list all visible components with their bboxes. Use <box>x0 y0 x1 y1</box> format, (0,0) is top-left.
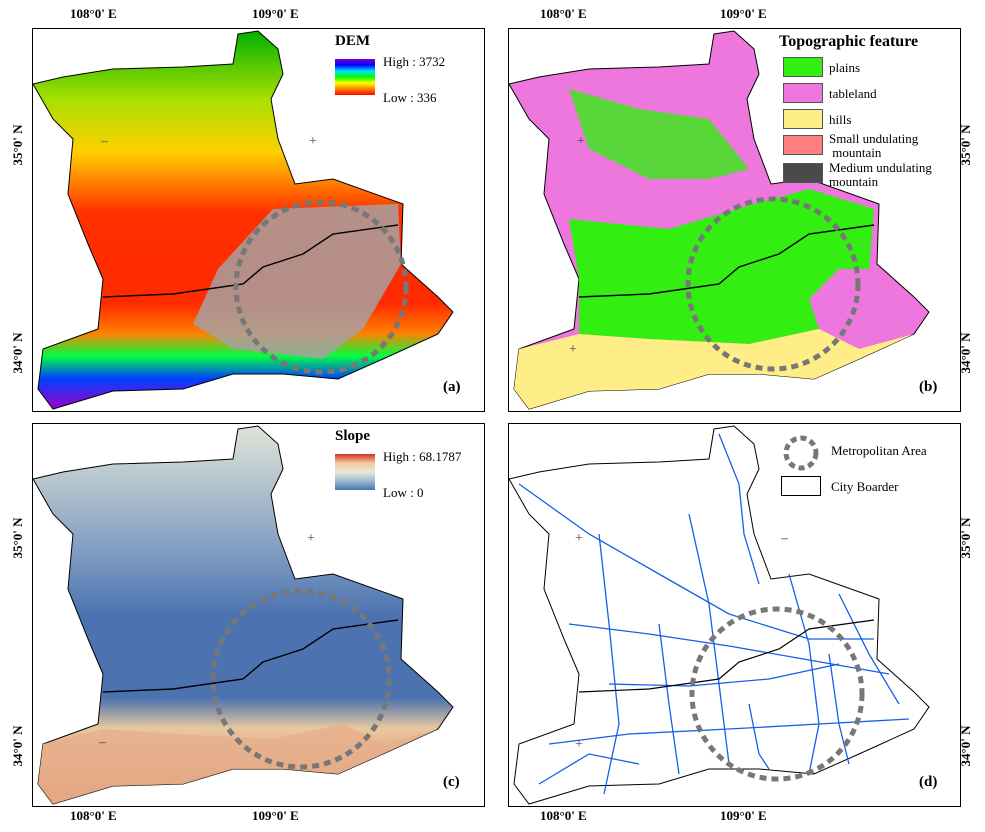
panel-label-c: (c) <box>443 774 460 790</box>
metropolitan-circle <box>689 606 865 782</box>
left-lat-label-c2: 34°0' N <box>10 725 25 767</box>
panel-label-d: (d) <box>919 774 938 790</box>
graticule-cross: + <box>575 531 583 546</box>
legend-label-plains: plains <box>829 60 861 75</box>
panel-label-b: (b) <box>919 379 938 395</box>
top-lon-label-a2: 109°0' E <box>252 6 299 21</box>
slope-map: + – <box>33 425 454 805</box>
legend-swatch-small-mountain <box>783 135 823 155</box>
legend-metro-symbol <box>783 435 819 471</box>
slope-high-label: High : 68.1787 <box>383 449 462 464</box>
panel-label-a: (a) <box>443 379 461 395</box>
bottom-lon-label-d1: 108°0' E <box>540 808 587 823</box>
plains-area <box>569 189 874 344</box>
legend-swatch-medium-mountain <box>783 163 823 183</box>
city-border-line <box>578 224 875 298</box>
region-shape <box>509 425 930 805</box>
panel-rivers: + – + Metropolitan Area City Boarder (d) <box>508 423 961 807</box>
graticule-cross: – <box>98 735 107 750</box>
slope-low-label: Low : 0 <box>383 485 424 500</box>
left-lat-label-a2: 34°0' N <box>10 332 25 374</box>
dem-low-label: Low : 336 <box>383 90 437 105</box>
graticule-cross: + <box>577 134 585 149</box>
graticule-cross: + <box>569 342 577 357</box>
bottom-lon-label-c2: 109°0' E <box>252 808 299 823</box>
graticule-cross: + <box>309 134 317 149</box>
legend-label-metro: Metropolitan Area <box>831 443 927 458</box>
river-map: + – + <box>509 425 930 805</box>
legend-swatch-city-border <box>781 476 821 496</box>
hills-area <box>514 329 914 409</box>
panel-topographic: + + Topographic feature plains tableland… <box>508 28 961 412</box>
dem-color-ramp <box>335 59 375 95</box>
bottom-lon-label-d2: 109°0' E <box>720 808 767 823</box>
left-lat-label-c: 35°0' N <box>10 517 25 559</box>
topo-legend-title: Topographic feature <box>779 33 919 50</box>
city-border-line <box>578 619 875 693</box>
legend-label-city-border: City Boarder <box>831 479 899 494</box>
graticule-cross: + <box>575 737 583 752</box>
slope-legend-title: Slope <box>335 428 371 444</box>
dem-high-label: High : 3732 <box>383 54 446 69</box>
legend-label-tableland: tableland <box>829 86 877 101</box>
dem-legend-title: DEM <box>335 33 370 49</box>
legend-label-medium-mountain: Medium undulating mountain <box>829 160 932 189</box>
rough-south <box>38 724 438 804</box>
bottom-lon-label-c1: 108°0' E <box>70 808 117 823</box>
top-lon-label-b1: 108°0' E <box>540 6 587 21</box>
city-border-line <box>102 224 399 298</box>
river-network <box>518 433 910 795</box>
top-lon-label-a1: 108°0' E <box>70 6 117 21</box>
graticule-cross: – <box>100 134 109 149</box>
graticule-cross: + <box>307 531 315 546</box>
dem-map: + – <box>33 30 454 410</box>
legend-label-small-mountain: Small undulating mountain <box>829 131 919 160</box>
panel-slope: + – Slope High : 68.1787 Low : 0 (c) <box>32 423 485 807</box>
graticule-cross: – <box>780 531 789 546</box>
top-lon-label-b2: 109°0' E <box>720 6 767 21</box>
legend-swatch-tableland <box>783 83 823 103</box>
metropolitan-circle <box>210 588 392 770</box>
slope-color-ramp <box>335 454 375 490</box>
legend-swatch-hills <box>783 109 823 129</box>
legend-swatch-plains <box>783 57 823 77</box>
left-lat-label-a: 35°0' N <box>10 124 25 166</box>
legend-label-hills: hills <box>829 112 852 127</box>
metropolitan-circle <box>233 199 409 375</box>
plains-north <box>569 89 749 179</box>
topographic-map: + + <box>509 30 930 410</box>
city-border-line <box>102 619 399 693</box>
metropolitan-circle <box>685 196 861 372</box>
panel-dem: + – DEM High : 3732 Low : 336 (a) <box>32 28 485 412</box>
